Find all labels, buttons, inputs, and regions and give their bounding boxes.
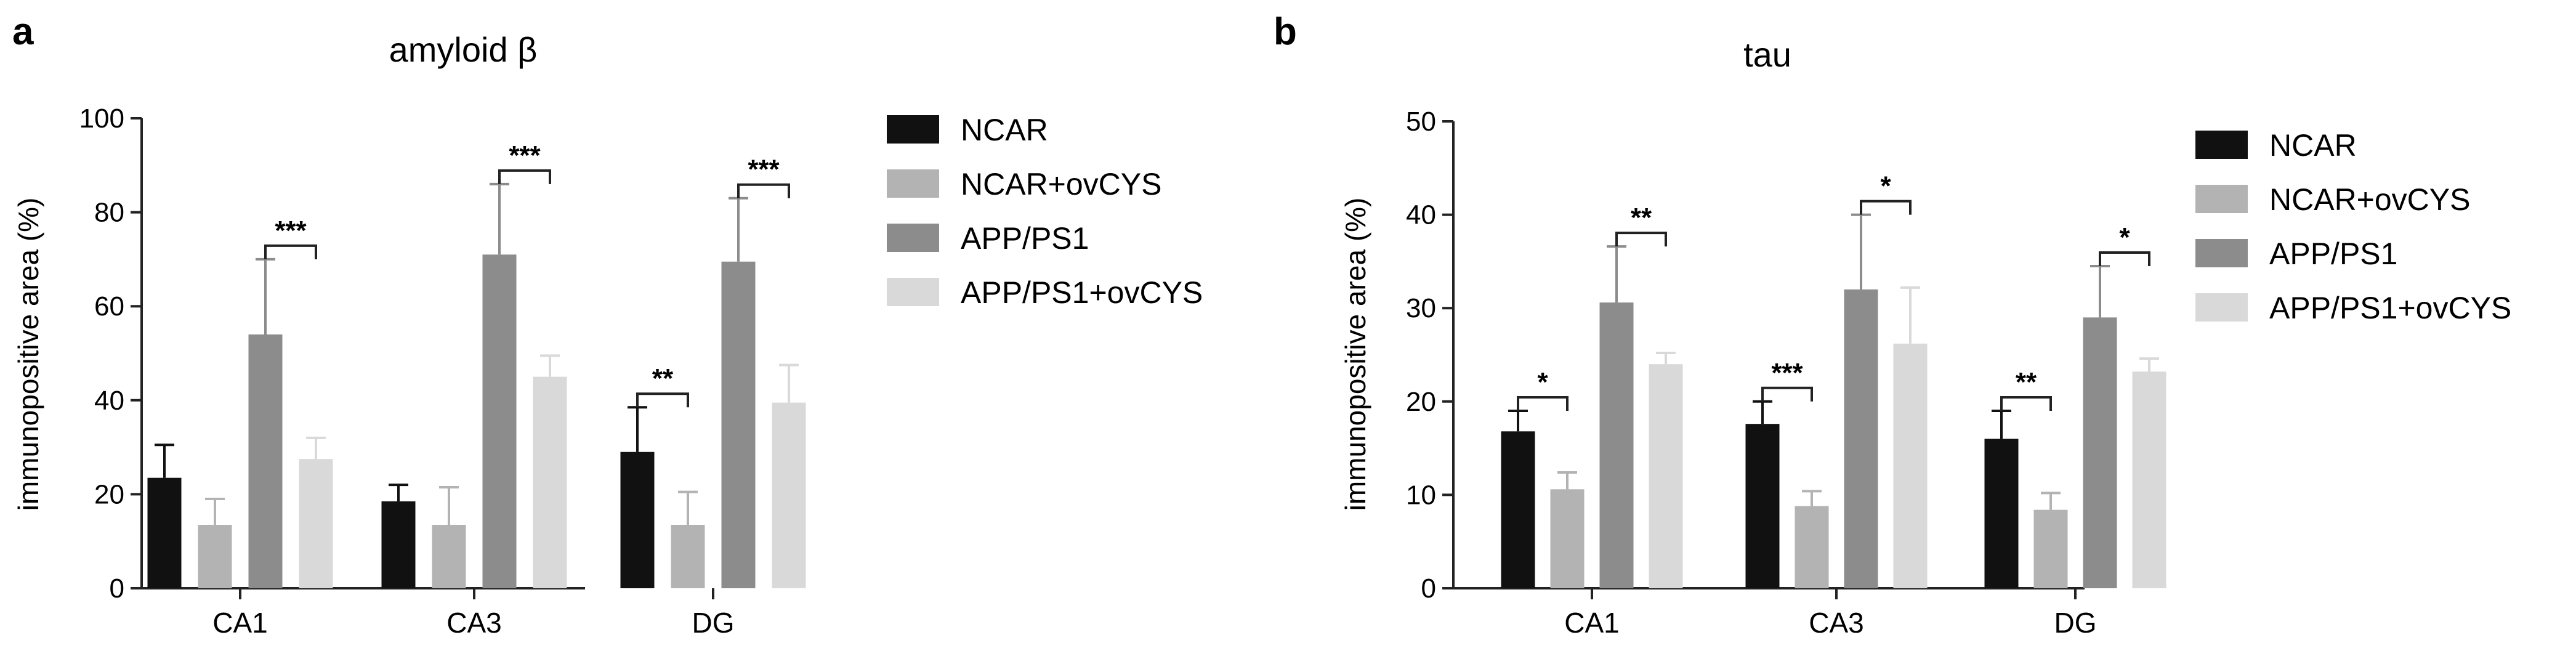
legend-entry: NCAR: [2269, 128, 2357, 163]
y-axis-label-b: immunopositive area (%): [1339, 198, 1371, 511]
legend-b: NCAR NCAR+ovCYS APP/PS1 APP/PS1+ovCYS: [2195, 128, 2511, 325]
y-tick-label: 100: [79, 103, 124, 134]
legend-swatch: [887, 115, 939, 144]
y-axis-label-a: immunopositive area (%): [12, 198, 44, 511]
bar: [1649, 364, 1683, 588]
y-tick-label: 20: [94, 479, 124, 509]
y-tick-label: 50: [1406, 107, 1436, 137]
significance-bracket: [1615, 232, 1667, 247]
significance-bracket: [2099, 251, 2150, 266]
bar: [721, 261, 756, 589]
significance-bracket: [1860, 200, 1912, 215]
y-tick-label: 0: [1421, 573, 1436, 604]
y-tick-label: 10: [1406, 480, 1436, 510]
legend-entry: NCAR+ovCYS: [2269, 182, 2471, 217]
significance-label: ***: [1771, 358, 1803, 388]
y-tick-label: 40: [94, 386, 124, 416]
significance-label: ***: [275, 216, 307, 246]
bar: [1795, 506, 1829, 588]
significance-label: *: [2119, 222, 2130, 253]
significance-label: *: [1880, 171, 1891, 201]
x-tick-label: CA3: [1809, 607, 1863, 639]
chart-title-a: amyloid β: [389, 30, 538, 69]
bar: [772, 402, 806, 588]
panel-a: a amyloid β immunopositive area (%) 0 20 4…: [12, 10, 1203, 639]
significance-label: **: [2016, 367, 2037, 397]
legend-swatch: [887, 278, 939, 306]
legend-swatch: [887, 169, 939, 198]
legend-swatch: [2195, 293, 2248, 322]
bar: [1599, 302, 1634, 588]
legend-entry: APP/PS1: [961, 221, 1089, 256]
significance-bracket: [636, 392, 689, 408]
bar: [381, 501, 416, 588]
y-tick-label: 0: [110, 573, 124, 604]
legend-entry: NCAR+ovCYS: [961, 167, 1162, 201]
significance-label: ***: [748, 155, 780, 185]
bar: [2033, 509, 2068, 588]
panel-b: b tau immunopositive area (%) 0 10 20 30 40 5…: [1274, 10, 2511, 639]
significance-bracket: [264, 244, 317, 259]
y-tick-label: 60: [94, 291, 124, 322]
legend-swatch: [2195, 239, 2248, 267]
bar: [1893, 343, 1928, 588]
significance-label: **: [1631, 203, 1652, 233]
legend-a: NCAR NCAR+ovCYS APP/PS1 APP/PS1+ovCYS: [887, 113, 1203, 310]
legend-entry: APP/PS1: [2269, 237, 2397, 271]
bar: [2132, 371, 2166, 588]
bar: [620, 452, 655, 588]
legend-swatch: [887, 224, 939, 252]
bar: [1984, 439, 2019, 588]
x-tick-label: CA1: [1564, 607, 1619, 639]
x-tick-label: CA3: [446, 607, 501, 639]
panel-label-a: a: [12, 10, 34, 53]
legend-entry: NCAR: [961, 113, 1048, 147]
y-tick-label: 80: [94, 198, 124, 228]
significance-label: *: [1537, 367, 1548, 397]
legend-entry: APP/PS1+ovCYS: [2269, 291, 2511, 325]
bar: [147, 477, 182, 588]
x-tick-label: CA1: [212, 607, 267, 639]
x-tick-label: DG: [692, 607, 735, 639]
chart-title-b: tau: [1743, 35, 1791, 74]
significance-bracket: [1517, 395, 1569, 411]
bar: [482, 254, 517, 588]
legend-swatch: [2195, 131, 2248, 159]
panel-label-b: b: [1274, 10, 1297, 53]
bar: [1745, 424, 1780, 588]
significance-bracket: [1761, 386, 1813, 402]
bar: [533, 376, 567, 588]
bar: [248, 334, 283, 588]
bar: [299, 459, 333, 588]
bar: [432, 524, 466, 588]
legend-entry: APP/PS1+ovCYS: [961, 275, 1203, 310]
significance-bracket: [737, 183, 790, 198]
significance-label: ***: [509, 140, 541, 171]
x-tick-label: DG: [2054, 607, 2097, 639]
y-tick-label: 20: [1406, 387, 1436, 417]
bar: [1550, 489, 1585, 588]
significance-bracket: [498, 169, 551, 184]
significance-bracket: [2000, 395, 2052, 411]
y-tick-label: 40: [1406, 200, 1436, 230]
legend-swatch: [2195, 185, 2248, 213]
bar: [2083, 317, 2117, 588]
bar: [1844, 289, 1878, 588]
y-tick-label: 30: [1406, 293, 1436, 323]
significance-label: **: [652, 363, 674, 394]
bar: [671, 524, 705, 588]
bar: [1501, 431, 1535, 588]
bar: [198, 524, 232, 588]
